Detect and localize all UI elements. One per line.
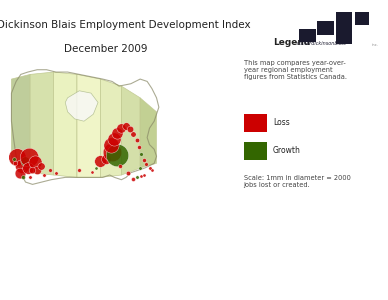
FancyBboxPatch shape bbox=[244, 142, 267, 160]
Point bbox=[130, 132, 136, 136]
Point bbox=[38, 163, 44, 168]
Polygon shape bbox=[30, 72, 54, 175]
Polygon shape bbox=[121, 86, 140, 175]
Polygon shape bbox=[100, 79, 121, 177]
Point bbox=[143, 162, 149, 167]
Point bbox=[29, 168, 36, 173]
Polygon shape bbox=[77, 74, 100, 177]
Bar bbox=[336, 12, 352, 44]
Point bbox=[130, 176, 136, 181]
Point bbox=[126, 127, 133, 132]
Point bbox=[134, 175, 140, 180]
Point bbox=[25, 166, 31, 170]
Point bbox=[149, 168, 155, 173]
Text: Scale: 1mm in diameter = 2000
jobs lost or created.: Scale: 1mm in diameter = 2000 jobs lost … bbox=[244, 175, 350, 188]
Text: millierdickinsonblais: millierdickinsonblais bbox=[297, 41, 347, 46]
Point bbox=[26, 155, 32, 160]
Point bbox=[133, 137, 140, 142]
Polygon shape bbox=[65, 91, 98, 121]
Point bbox=[11, 156, 17, 161]
Text: Legend: Legend bbox=[274, 38, 311, 47]
Point bbox=[138, 174, 144, 178]
Point bbox=[34, 168, 40, 173]
Polygon shape bbox=[54, 72, 77, 177]
FancyBboxPatch shape bbox=[244, 114, 267, 132]
Point bbox=[12, 161, 18, 166]
Point bbox=[108, 142, 114, 147]
Point bbox=[140, 158, 147, 162]
Text: Loss: Loss bbox=[273, 118, 290, 127]
Text: Growth: Growth bbox=[273, 146, 301, 155]
Bar bbox=[355, 12, 369, 25]
Point bbox=[47, 168, 53, 173]
Point bbox=[118, 126, 125, 130]
Point bbox=[76, 168, 82, 173]
Point bbox=[114, 153, 120, 158]
Point bbox=[22, 159, 28, 164]
Point bbox=[138, 152, 144, 156]
Bar bbox=[299, 29, 316, 42]
Point bbox=[103, 156, 109, 161]
Point bbox=[41, 172, 47, 177]
Point bbox=[93, 166, 99, 170]
Point bbox=[109, 149, 115, 154]
Point bbox=[32, 160, 38, 164]
Point bbox=[123, 124, 129, 128]
Point bbox=[17, 170, 23, 175]
Point bbox=[125, 170, 132, 175]
Polygon shape bbox=[140, 98, 156, 168]
Point bbox=[14, 155, 21, 160]
Point bbox=[137, 166, 143, 170]
Text: Millier Dickinson Blais Employment Development Index: Millier Dickinson Blais Employment Devel… bbox=[0, 20, 250, 29]
Point bbox=[114, 130, 120, 135]
Point bbox=[141, 172, 147, 177]
Point bbox=[19, 163, 25, 168]
Point bbox=[146, 166, 152, 170]
Point bbox=[89, 169, 95, 174]
Bar bbox=[317, 21, 334, 35]
Text: December 2009: December 2009 bbox=[64, 44, 148, 54]
Text: This map compares year-over-
year regional employment
figures from Statistics Ca: This map compares year-over- year region… bbox=[244, 60, 346, 80]
Point bbox=[117, 163, 123, 168]
Point bbox=[27, 175, 33, 180]
Point bbox=[97, 159, 104, 164]
Point bbox=[53, 170, 59, 175]
Point bbox=[136, 145, 142, 149]
Text: inc.: inc. bbox=[372, 43, 379, 47]
Point bbox=[20, 175, 26, 180]
Point bbox=[111, 136, 118, 141]
Polygon shape bbox=[11, 74, 30, 173]
